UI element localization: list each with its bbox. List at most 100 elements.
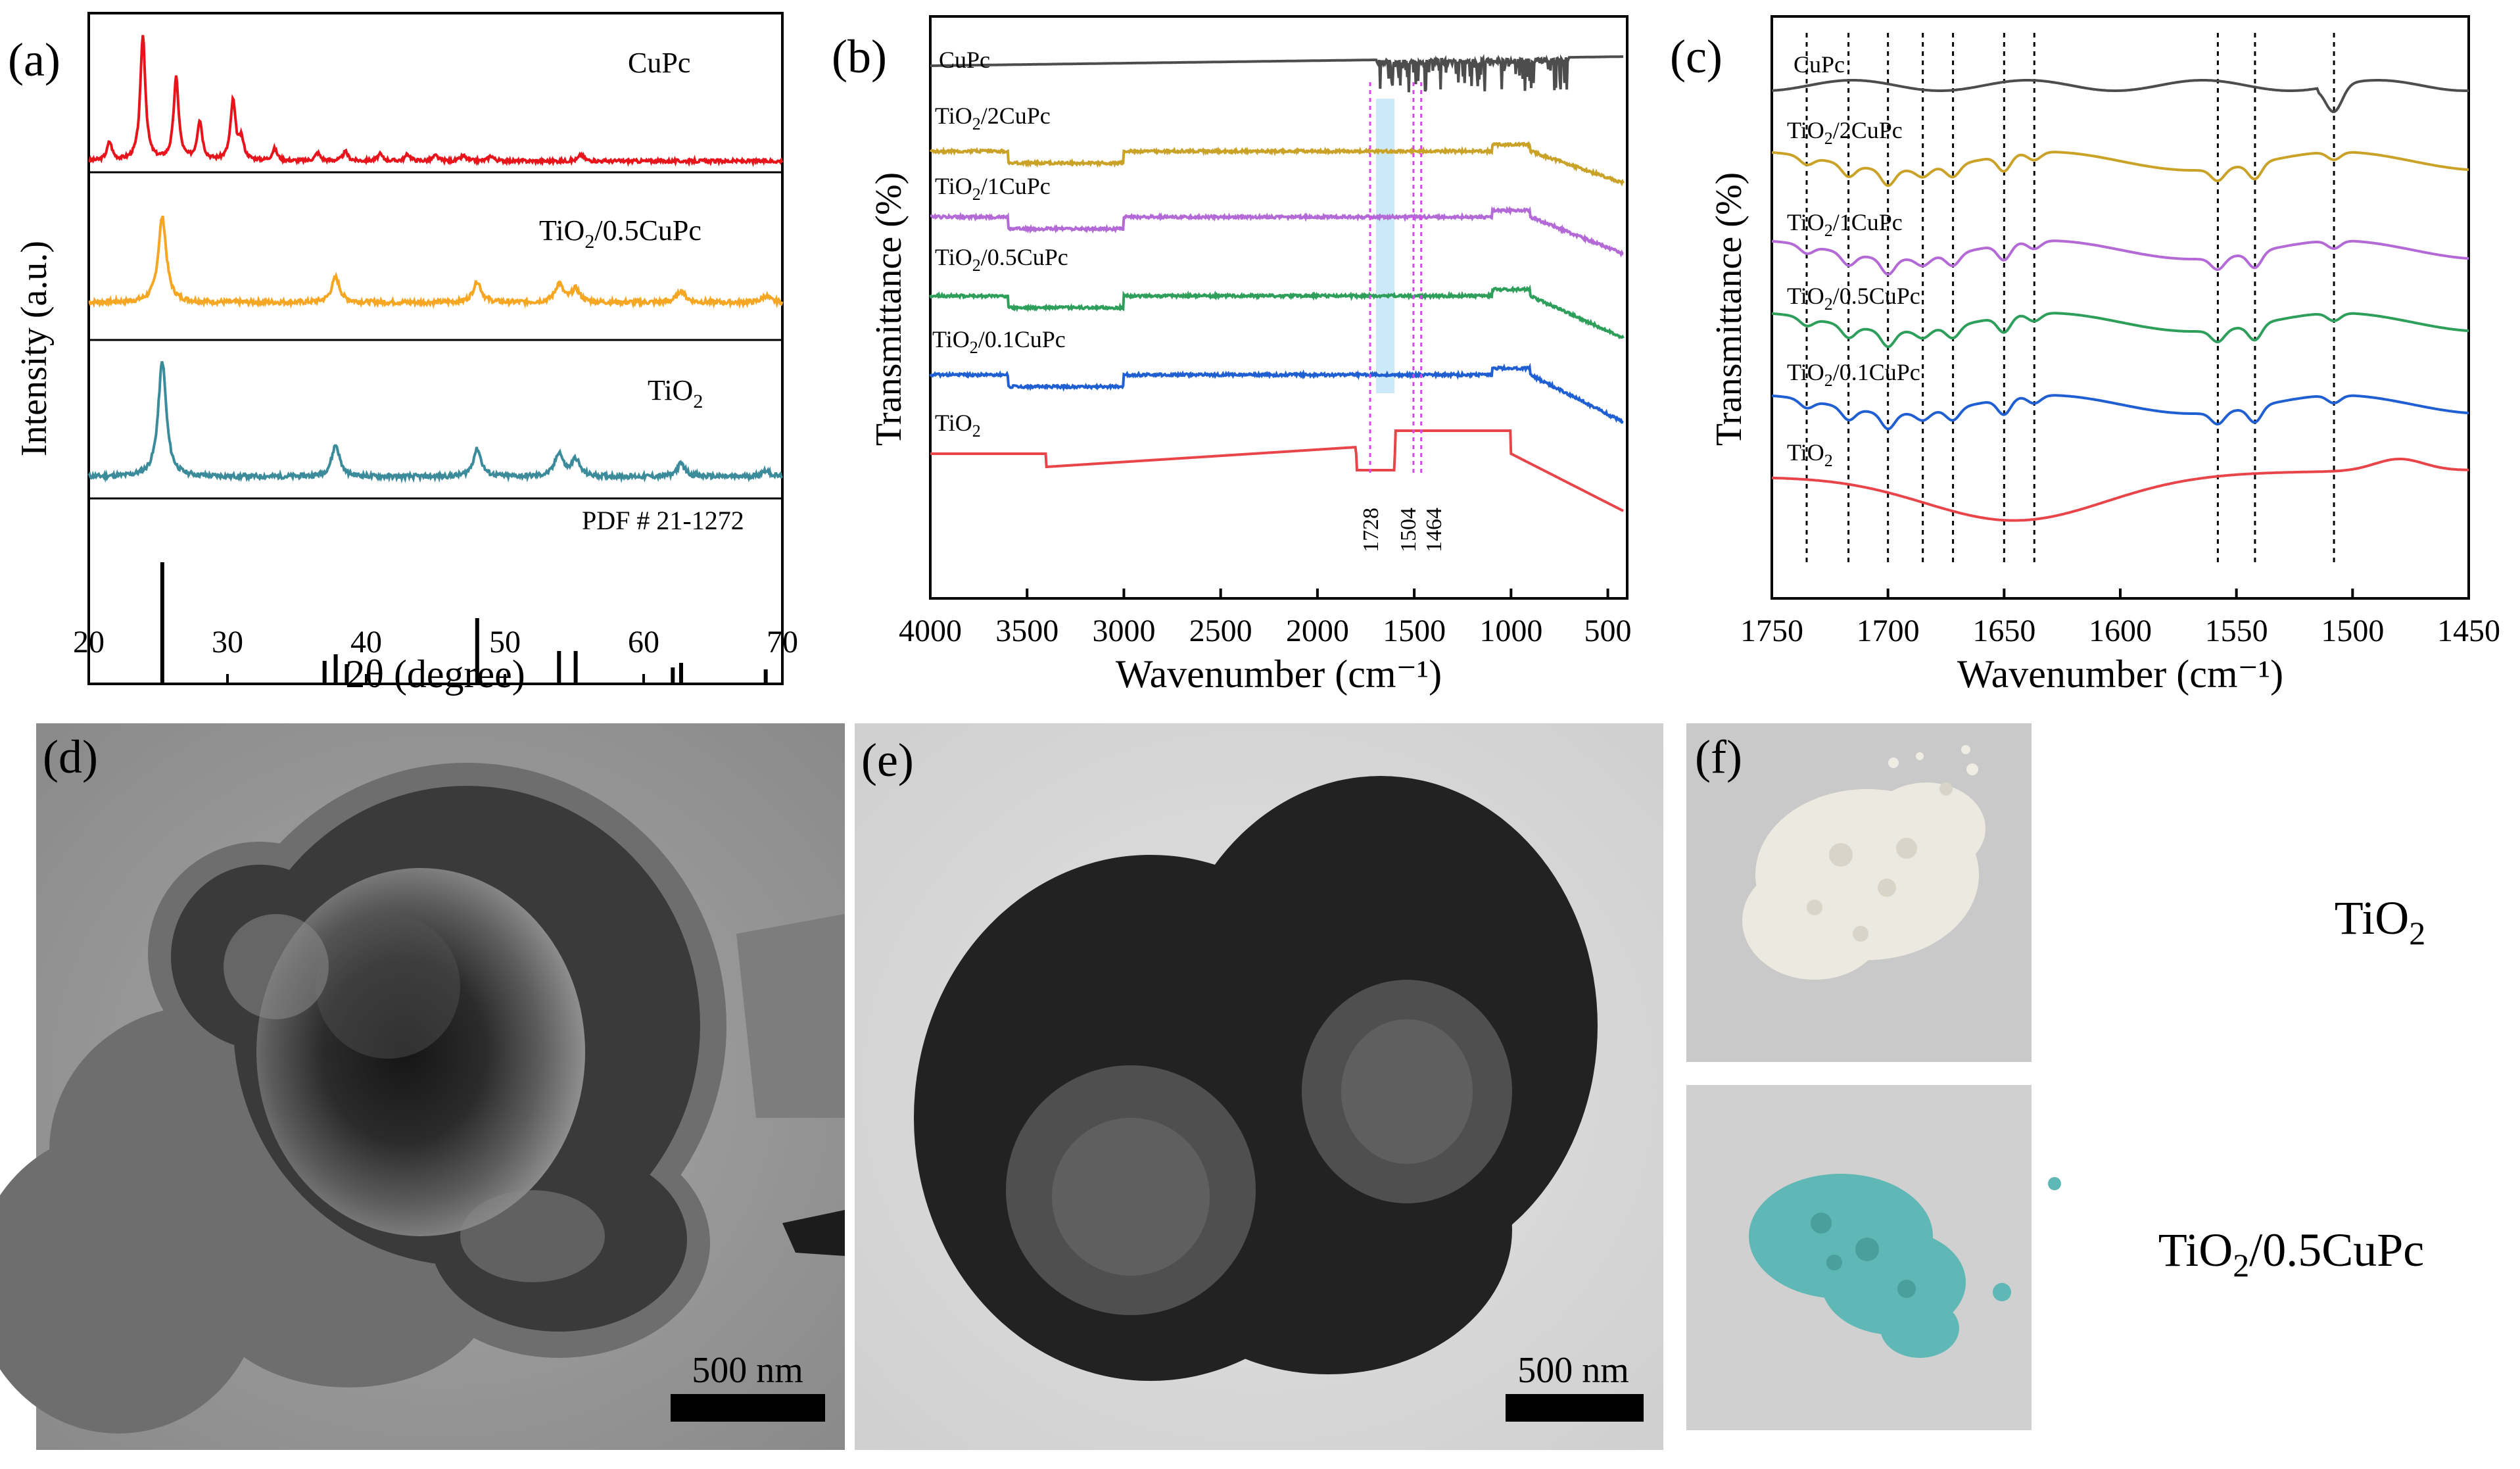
- ftir-label-tio2-1cupc: TiO2/1CuPc: [935, 173, 1051, 204]
- ftir-series-line: [929, 362, 1624, 424]
- photo-caption-tio2-cupc: TiO2/0.5CuPc: [2158, 1224, 2424, 1284]
- ftir-full-series: [929, 53, 1625, 512]
- ftir-series-line: [930, 206, 1624, 258]
- ftir-zoom-series-line: [1771, 151, 2469, 187]
- x-tick-label: 2000: [1286, 614, 1349, 648]
- panel-a-x-ticks: 20 30 40 50 60 70: [73, 625, 798, 684]
- panel-b-ylabel: Transmittance (%): [868, 172, 909, 446]
- panel-c: (c) CuPc TiO2/2CuPc TiO2/1CuPc TiO2/0.5C…: [1670, 15, 2500, 696]
- panel-d-tem-image: 500 nm (d): [0, 723, 845, 1450]
- panel-b-frame: [929, 15, 1628, 600]
- panel-f-label: (f): [1695, 731, 1742, 783]
- tem-particle-pore: [224, 914, 329, 1019]
- xrd-series-tio2: [87, 361, 784, 484]
- panel-b-x-ticks: 4000 3500 3000 2500 2000 1500 1000 500: [899, 589, 1632, 648]
- tem-particle-pore: [1052, 1118, 1210, 1276]
- ftir-label-tio2-0-5cupc: TiO2/0.5CuPc: [935, 244, 1068, 275]
- powder-tio2-grains: [1888, 745, 1978, 775]
- ftir-label-tio2-0-1cupc: TiO2/0.1CuPc: [932, 326, 1066, 357]
- panel-e-label: (e): [861, 734, 914, 786]
- annotation-1504: 1504: [1396, 508, 1421, 552]
- annotation-1728: 1728: [1359, 508, 1383, 552]
- ftir-zoom-label-tio2: TiO2: [1787, 439, 1833, 470]
- tem-particle-pore: [460, 1190, 605, 1282]
- ftir-zoom-series: [1771, 79, 2469, 522]
- panel-c-x-ticks: 1750 1700 1650 1600 1550 1500 1450: [1740, 589, 2500, 648]
- ftir-series-line: [930, 53, 1624, 93]
- photo-caption-tio2: TiO2: [2335, 892, 2425, 951]
- powder-tio2-cupc-texture: [1811, 1213, 1916, 1298]
- x-tick-label: 70: [767, 625, 798, 660]
- panel-a: (a) CuPc TiO2/0.5CuPc TiO2 PDF # 21-1272…: [8, 12, 798, 696]
- marked-wavenumber-lines: [1369, 82, 1423, 473]
- x-tick-label: 30: [212, 625, 243, 660]
- x-tick-label: 60: [628, 625, 659, 660]
- xrd-legend-pdf: PDF # 21-1272: [582, 506, 744, 535]
- x-tick-label: 1700: [1857, 614, 1920, 648]
- xrd-legend-tio2-0-5cupc: TiO2/0.5CuPc: [539, 214, 701, 253]
- ftir-zoom-series-line: [1771, 79, 2469, 114]
- panel-a-label: (a): [8, 34, 60, 86]
- ftir-label-cupc: CuPc: [939, 47, 990, 73]
- annotation-1464: 1464: [1422, 508, 1446, 552]
- x-tick-label: 1500: [2321, 614, 2384, 648]
- ftir-label-tio2-2cupc: TiO2/2CuPc: [935, 103, 1051, 133]
- ftir-zoom-label-tio2-2cupc: TiO2/2CuPc: [1787, 117, 1903, 148]
- xrd-legend-tio2: TiO2: [648, 374, 703, 412]
- ftir-zoom-series-line: [1771, 394, 2469, 431]
- tem-particle-core: [256, 868, 585, 1236]
- panel-b-xlabel: Wavenumber (cm⁻¹): [1116, 652, 1442, 696]
- tem-fragment: [736, 914, 845, 1118]
- x-tick-label: 3000: [1092, 614, 1155, 648]
- ftir-zoom-label-cupc: CuPc: [1794, 51, 1845, 78]
- x-tick-label: 1600: [2089, 614, 2152, 648]
- xrd-legend-cupc: CuPc: [628, 47, 690, 79]
- panel-d-label: (d): [43, 731, 98, 783]
- ftir-zoom-series-line: [1771, 239, 2469, 276]
- ftir-zoom-series-line: [1771, 312, 2469, 349]
- panel-c-label: (c): [1670, 30, 1723, 83]
- x-tick-label: 1650: [1972, 614, 2035, 648]
- highlight-band: [1376, 99, 1394, 393]
- xrd-series-tio2-0-5cupc: [88, 215, 784, 310]
- ftir-label-tio2: TiO2: [935, 410, 981, 441]
- ftir-zoom-label-tio2-0-1cupc: TiO2/0.1CuPc: [1787, 359, 1920, 390]
- x-tick-label: 1000: [1479, 614, 1542, 648]
- x-tick-label: 3500: [995, 614, 1058, 648]
- panel-a-frame: [87, 12, 784, 685]
- x-tick-label: 1750: [1740, 614, 1803, 648]
- xrd-series-cupc: [88, 35, 784, 168]
- ftir-zoom-series-line: [1771, 458, 2469, 522]
- scale-bar-e: [1506, 1394, 1644, 1422]
- ftir-zoom-label-tio2-1cupc: TiO2/1CuPc: [1787, 209, 1903, 240]
- tem-fragment: [782, 1210, 845, 1256]
- ftir-series-line: [930, 429, 1624, 512]
- panel-a-ylabel: Intensity (a.u.): [14, 241, 55, 456]
- x-tick-label: 1500: [1383, 614, 1446, 648]
- pdf-reference-lines: [160, 562, 768, 684]
- scale-bar-d-label: 500 nm: [692, 1350, 803, 1391]
- panel-c-xlabel: Wavenumber (cm⁻¹): [1957, 652, 2283, 696]
- panel-f-photos: TiO2 TiO2/0.5CuPc (f): [1686, 723, 2425, 1430]
- x-tick-label: 50: [489, 625, 521, 660]
- ftir-zoom-label-tio2-0-5cupc: TiO2/0.5CuPc: [1787, 283, 1920, 314]
- panel-a-xlabel: 2θ (degree): [345, 652, 525, 696]
- powder-tio2-texture: [1807, 783, 1953, 942]
- x-tick-label: 40: [350, 625, 382, 660]
- panel-e-tem-image: 500 nm (e): [855, 723, 1663, 1450]
- ftir-series-line: [929, 141, 1625, 187]
- scale-bar-d: [671, 1394, 825, 1422]
- x-tick-label: 1550: [2205, 614, 2268, 648]
- tem-particle-pore: [316, 914, 460, 1059]
- ftir-series-line: [929, 284, 1625, 339]
- x-tick-label: 1450: [2437, 614, 2500, 648]
- x-tick-label: 20: [73, 625, 105, 660]
- x-tick-label: 4000: [899, 614, 962, 648]
- scale-bar-e-label: 500 nm: [1517, 1350, 1629, 1391]
- panel-b-label: (b): [832, 30, 887, 83]
- tem-particle-pore: [1341, 1019, 1473, 1164]
- powder-tio2-cupc: [1749, 1174, 2061, 1358]
- x-tick-label: 2500: [1189, 614, 1252, 648]
- panel-b: (b) CuPc TiO2/2CuPc TiO2/1CuPc TiO2/0.5C…: [832, 15, 1632, 696]
